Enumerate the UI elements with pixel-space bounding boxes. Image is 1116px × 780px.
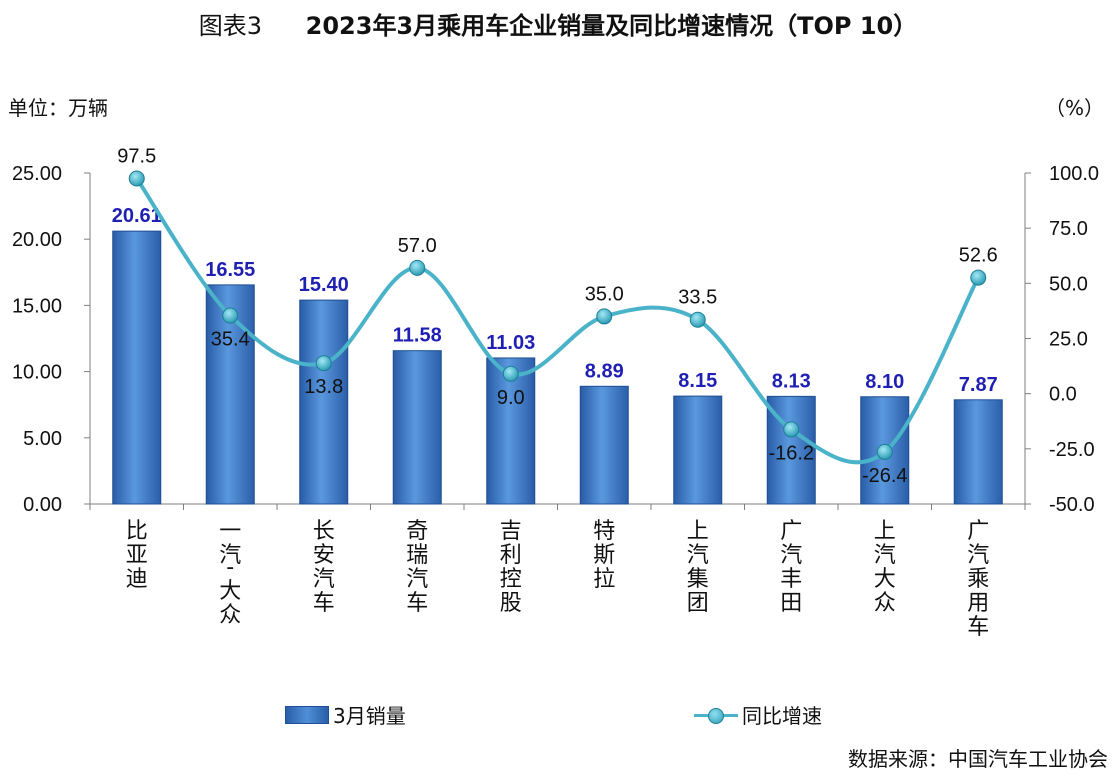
legend-line-swatch [694,707,738,724]
growth-rate-label: 97.5 [117,146,156,168]
right-axis-unit: （%） [1044,96,1104,120]
growth-rate-label: 9.0 [497,387,525,409]
legend-label-sales: 3月销量 [333,704,406,728]
bar-value-label: 8.89 [585,360,624,382]
right-tick-label: 75.0 [1049,218,1088,240]
bar [579,385,629,505]
growth-rate-point [876,443,893,460]
right-tick-label: -50.0 [1049,494,1095,516]
bar [299,299,349,505]
growth-rate-label: -16.2 [768,442,814,464]
right-tick-label: 100.0 [1049,163,1099,185]
left-tick-label: 0.00 [23,494,62,516]
bar-value-label: 8.15 [678,370,717,392]
bar [673,395,723,505]
bar-value-label: 8.13 [772,370,811,392]
right-tick-label: 0.0 [1049,384,1077,406]
growth-rate-point [315,355,332,372]
left-tick-label: 20.00 [12,229,62,251]
growth-rate-point [783,421,800,438]
legend-label-growth: 同比增速 [742,704,822,728]
x-category-label: 比亚迪 [126,519,148,592]
bar-value-label: 7.87 [959,374,998,396]
bar-value-label: 11.03 [486,332,535,354]
legend-bar-swatch [285,705,329,724]
legend-item-growth: 同比增速 [694,700,822,729]
chart-canvas: 0.00 5.00 10.00 15.00 20.00 25.00 -50.0 -25.0 0.… [12,146,1099,640]
growth-rate-label: 52.6 [959,245,998,267]
chart-title-row: 图表3 2023年3月乘用车企业销量及同比增速情况（TOP 10） [0,6,1116,41]
growth-rate-label: 57.0 [398,235,437,257]
growth-rate-label: 35.4 [211,329,250,351]
growth-rate-label: -26.4 [862,465,908,487]
growth-rate-label: 13.8 [304,376,343,398]
growth-rate-label: 33.5 [678,287,717,309]
left-tick-label: 10.00 [12,362,62,384]
left-axis-unit: 单位：万辆 [8,96,108,120]
growth-rate-label: 35.0 [585,283,624,305]
bar [112,230,162,505]
growth-rate-point [970,269,987,286]
data-source-note: 数据来源：中国汽车工业协会 [848,747,1108,771]
bar-value-label: 16.55 [205,259,255,281]
x-category-label: 长安汽车 [313,519,335,616]
x-category-label: 上汽集团 [687,519,709,616]
growth-rate-point [409,259,426,276]
bar-value-label: 8.10 [865,371,904,393]
legend-item-sales: 3月销量 [285,700,406,729]
growth-rate-point [502,365,519,382]
x-category-label: 一汽-大众 [219,519,241,628]
right-tick-label: 25.0 [1049,329,1088,351]
x-category-label: 广汽乘用车 [967,519,989,640]
x-category-label: 广汽丰田 [780,519,802,616]
bar-value-label: 15.40 [299,274,349,296]
chart-title: 2023年3月乘用车企业销量及同比增速情况（TOP 10） [305,12,918,40]
bar [486,357,536,505]
bar-value-label: 11.58 [393,325,442,347]
bar-value-label: 20.61 [112,205,162,227]
right-tick-label: -25.0 [1049,439,1095,461]
growth-rate-point [222,307,239,324]
left-tick-label: 25.00 [12,163,62,185]
x-category-label: 吉利控股 [500,519,522,616]
bar [953,399,1003,505]
x-category-label: 奇瑞汽车 [406,519,428,616]
right-tick-label: 50.0 [1049,273,1088,295]
x-category-label: 特斯拉 [593,519,615,592]
growth-rate-line [135,177,981,465]
growth-rate-point [128,170,145,187]
growth-rate-point [596,308,613,325]
left-tick-label: 5.00 [23,428,62,450]
bar [392,350,442,505]
figure-number: 图表3 [198,12,262,40]
left-tick-label: 15.00 [12,295,62,317]
x-category-label: 上汽大众 [874,519,896,616]
growth-rate-point [689,311,706,328]
